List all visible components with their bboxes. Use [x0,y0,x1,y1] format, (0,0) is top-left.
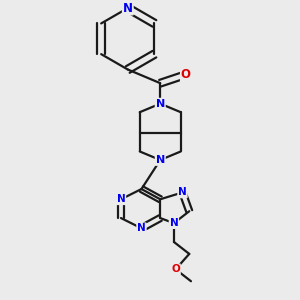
Text: N: N [156,155,165,165]
Text: N: N [123,2,133,14]
Text: N: N [117,194,125,204]
Text: N: N [169,218,178,228]
Text: N: N [137,223,146,233]
Text: N: N [156,99,165,109]
Text: O: O [181,68,191,81]
Text: O: O [171,264,180,274]
Text: N: N [178,188,187,197]
